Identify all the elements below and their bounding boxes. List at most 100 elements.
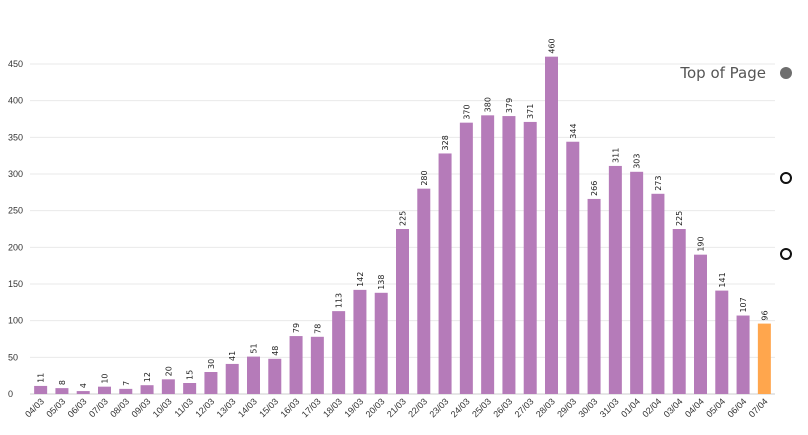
data-label: 51: [250, 343, 259, 353]
y-tick-label: 250: [8, 206, 23, 216]
bar[interactable]: [140, 385, 154, 394]
x-tick-label: 15/03: [257, 396, 280, 419]
x-tick-label: 02/04: [640, 396, 663, 419]
x-tick-label: 05/04: [704, 396, 727, 419]
y-tick-label: 450: [8, 59, 23, 69]
bar[interactable]: [481, 115, 495, 394]
x-tick-label: 06/03: [66, 396, 89, 419]
bar[interactable]: [438, 153, 452, 394]
data-label: 41: [228, 351, 237, 361]
bar[interactable]: [34, 385, 48, 394]
bar[interactable]: [545, 56, 558, 395]
bar[interactable]: [310, 336, 324, 394]
bar[interactable]: [608, 165, 622, 394]
bar[interactable]: [247, 356, 260, 394]
bar[interactable]: [98, 386, 111, 394]
x-tick-label: 31/03: [598, 396, 621, 419]
data-label: 30: [207, 359, 216, 369]
bar[interactable]: [55, 388, 69, 394]
nav-dot-hollow-icon[interactable]: [780, 172, 792, 184]
data-label: 12: [143, 372, 152, 382]
x-tick-label: 29/03: [555, 396, 578, 419]
bar[interactable]: [459, 122, 473, 395]
data-label: 190: [697, 236, 706, 251]
bar[interactable]: [523, 121, 537, 394]
data-label: 370: [462, 104, 471, 119]
bar[interactable]: [374, 292, 388, 394]
data-label: 141: [718, 272, 727, 287]
bar[interactable]: [736, 315, 750, 394]
x-tick-label: 14/03: [236, 396, 259, 419]
x-tick-label: 04/04: [683, 396, 706, 419]
data-label: 7: [122, 381, 131, 386]
bar[interactable]: [715, 290, 729, 394]
bar[interactable]: [566, 141, 580, 394]
x-tick-label: 09/03: [129, 396, 152, 419]
x-tick-label: 12/03: [193, 396, 216, 419]
bar[interactable]: [651, 193, 665, 394]
bar[interactable]: [225, 363, 239, 394]
nav-section-2[interactable]: [780, 172, 792, 184]
data-label: 225: [675, 211, 684, 226]
data-label: 266: [590, 181, 599, 196]
data-label: 113: [335, 293, 344, 308]
bar[interactable]: [289, 336, 303, 394]
y-tick-label: 350: [8, 132, 23, 142]
data-label: 107: [739, 297, 748, 312]
x-tick-label: 25/03: [470, 396, 493, 419]
data-label: 379: [505, 98, 514, 113]
x-tick-label: 05/03: [44, 396, 67, 419]
bar[interactable]: [396, 229, 409, 394]
bar[interactable]: [161, 379, 175, 394]
x-tick-label: 16/03: [278, 396, 301, 419]
bar[interactable]: [268, 358, 282, 394]
x-tick-label: 03/04: [662, 396, 685, 419]
x-tick-label: 22/03: [406, 396, 429, 419]
bar[interactable]: [694, 254, 707, 394]
top-of-page-label[interactable]: Top of Page: [680, 64, 766, 82]
y-tick-label: 100: [8, 316, 23, 326]
data-label: 225: [399, 211, 408, 226]
bar[interactable]: [76, 391, 90, 394]
data-label: 460: [548, 38, 557, 53]
x-tick-label: 26/03: [491, 396, 514, 419]
bar[interactable]: [757, 323, 771, 394]
y-tick-label: 400: [8, 96, 23, 106]
data-label: 303: [633, 154, 642, 169]
x-tick-label: 21/03: [385, 396, 408, 419]
data-label: 371: [526, 104, 535, 119]
x-tick-label: 27/03: [513, 396, 536, 419]
data-label: 15: [186, 370, 195, 380]
nav-dot-hollow-icon[interactable]: [780, 248, 792, 260]
nav-dot-filled-icon[interactable]: [780, 67, 792, 79]
x-tick-label: 01/04: [619, 396, 642, 419]
x-tick-label: 18/03: [321, 396, 344, 419]
bar[interactable]: [204, 372, 218, 394]
bar[interactable]: [417, 188, 431, 394]
nav-top-of-page[interactable]: Top of Page: [680, 64, 792, 82]
y-tick-label: 0: [8, 389, 13, 399]
data-label: 20: [164, 366, 173, 376]
bar[interactable]: [672, 229, 686, 394]
data-label: 48: [271, 346, 280, 356]
nav-section-3[interactable]: [780, 248, 792, 260]
bar[interactable]: [502, 116, 516, 395]
data-label: 328: [441, 135, 450, 150]
x-tick-label: 11/03: [173, 396, 196, 419]
bar[interactable]: [353, 289, 367, 394]
bar[interactable]: [119, 388, 133, 394]
data-label: 380: [484, 97, 493, 112]
y-tick-label: 150: [8, 279, 23, 289]
x-tick-label: 24/03: [449, 396, 472, 419]
x-tick-label: 17/03: [300, 396, 323, 419]
bar[interactable]: [183, 383, 197, 394]
data-label: 4: [79, 383, 88, 388]
bar[interactable]: [587, 198, 601, 394]
bar[interactable]: [332, 311, 346, 394]
data-label: 138: [377, 275, 386, 290]
y-tick-label: 50: [8, 352, 18, 362]
data-label: 96: [760, 310, 769, 320]
bar[interactable]: [630, 171, 644, 394]
y-tick-label: 300: [8, 169, 23, 179]
